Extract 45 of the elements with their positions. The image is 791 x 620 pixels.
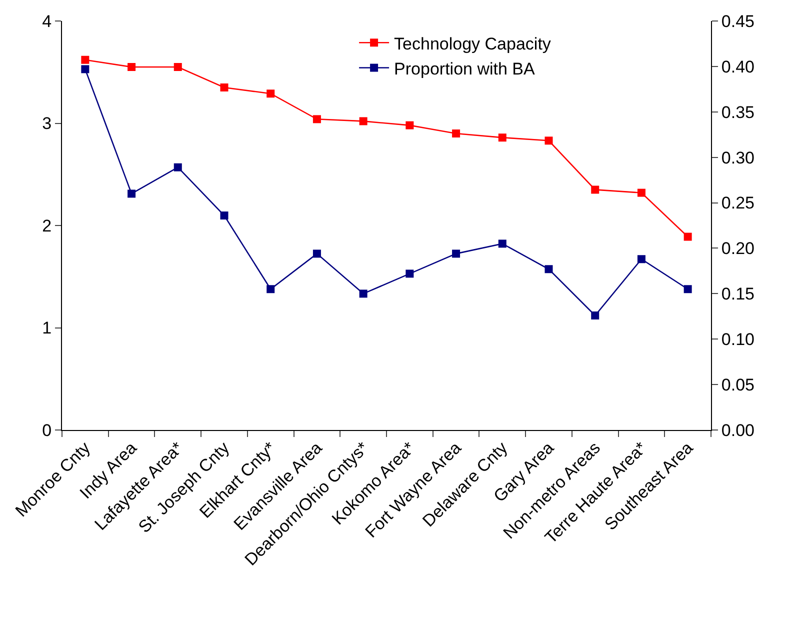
- y2-tick-label: 0.05: [721, 376, 754, 395]
- point: [591, 311, 600, 320]
- y2-tick-label: 0.30: [721, 148, 754, 168]
- point: [266, 285, 275, 294]
- point: [220, 212, 228, 220]
- point: [128, 190, 136, 198]
- y2-tick-label: 0.10: [721, 330, 754, 350]
- point: [128, 63, 136, 72]
- point: [637, 255, 646, 264]
- point: [312, 250, 321, 258]
- point: [684, 232, 692, 241]
- point: [81, 56, 90, 64]
- point: [544, 265, 553, 274]
- y2-tick-label: 0.25: [721, 194, 754, 213]
- y2-tick-label: 0.20: [721, 239, 754, 258]
- point: [452, 250, 460, 258]
- y2-tick-label: 0.45: [721, 12, 754, 31]
- legend-label: Proportion with BA: [394, 59, 536, 78]
- y-tick-label: 0: [42, 420, 52, 440]
- point: [452, 129, 460, 138]
- point: [220, 83, 228, 92]
- point: [498, 134, 506, 142]
- y2-tick-label: 0.35: [721, 102, 754, 122]
- y2-tick-label: 0.40: [721, 57, 754, 76]
- point: [406, 121, 414, 130]
- y-tick-label: 1: [42, 318, 52, 338]
- y2-tick-label: 0.00: [721, 420, 754, 440]
- point: [359, 117, 368, 126]
- point: [544, 136, 553, 145]
- point: [498, 240, 506, 248]
- point: [266, 90, 275, 98]
- legend-label: Technology Capacity: [394, 34, 552, 54]
- y2-tick-label: 0.15: [721, 284, 754, 304]
- point: [359, 290, 368, 298]
- point: [637, 188, 646, 197]
- point: [312, 115, 321, 124]
- y-tick-label: 3: [42, 114, 52, 134]
- point: [591, 186, 600, 194]
- point: [406, 270, 414, 278]
- point: [174, 63, 182, 72]
- y-tick-label: 2: [42, 216, 52, 236]
- point: [81, 65, 90, 74]
- point: [684, 285, 692, 294]
- y-tick-label: 4: [42, 12, 52, 31]
- point: [174, 163, 182, 172]
